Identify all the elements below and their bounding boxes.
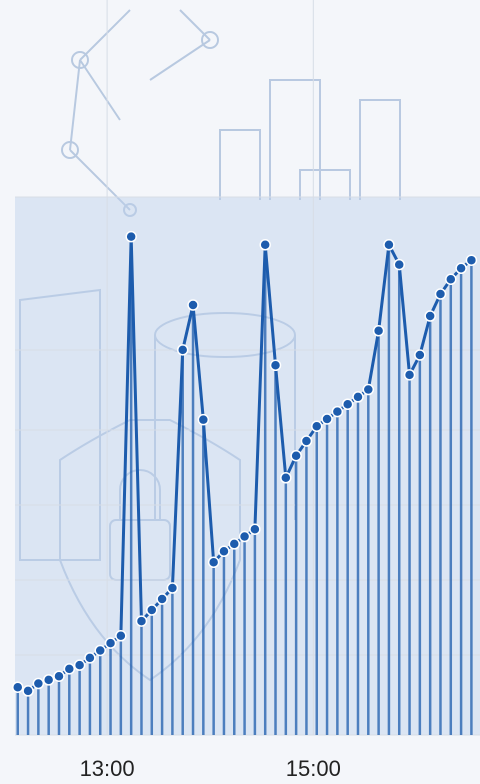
- point: [197, 413, 210, 426]
- point: [249, 523, 261, 535]
- point: [115, 630, 127, 642]
- point: [84, 652, 96, 664]
- point: [166, 582, 179, 594]
- point: [403, 369, 416, 381]
- point: [22, 685, 34, 697]
- point: [290, 449, 302, 462]
- point: [259, 239, 271, 251]
- point: [11, 681, 24, 693]
- point: [372, 325, 385, 337]
- point: [32, 677, 45, 690]
- point: [434, 288, 447, 300]
- point: [393, 258, 405, 271]
- point: [73, 659, 86, 671]
- point: [63, 663, 76, 675]
- point: [218, 545, 230, 557]
- point: [187, 299, 199, 311]
- point: [125, 230, 137, 243]
- point: [331, 405, 344, 418]
- point: [228, 538, 241, 550]
- x-tick-label: 13:00: [80, 756, 135, 781]
- x-tick-label: 15:00: [286, 756, 341, 781]
- point: [42, 674, 55, 686]
- point: [104, 637, 117, 649]
- point: [156, 593, 168, 605]
- point: [424, 310, 436, 322]
- point: [176, 344, 189, 356]
- point: [207, 556, 220, 569]
- point: [311, 420, 323, 433]
- point: [94, 644, 106, 657]
- point: [300, 435, 313, 447]
- point: [280, 472, 292, 484]
- point: [53, 670, 65, 682]
- point: [465, 254, 478, 266]
- point: [321, 413, 333, 425]
- point: [445, 273, 457, 286]
- point: [352, 391, 364, 403]
- point: [135, 615, 148, 627]
- point: [238, 530, 251, 543]
- point: [341, 398, 354, 410]
- point: [455, 262, 467, 275]
- point: [269, 359, 282, 372]
- point: [362, 383, 375, 396]
- illustration: [19, 9, 401, 682]
- point: [414, 349, 426, 361]
- point: [383, 239, 395, 251]
- point: [146, 604, 158, 616]
- grid: [15, 196, 480, 736]
